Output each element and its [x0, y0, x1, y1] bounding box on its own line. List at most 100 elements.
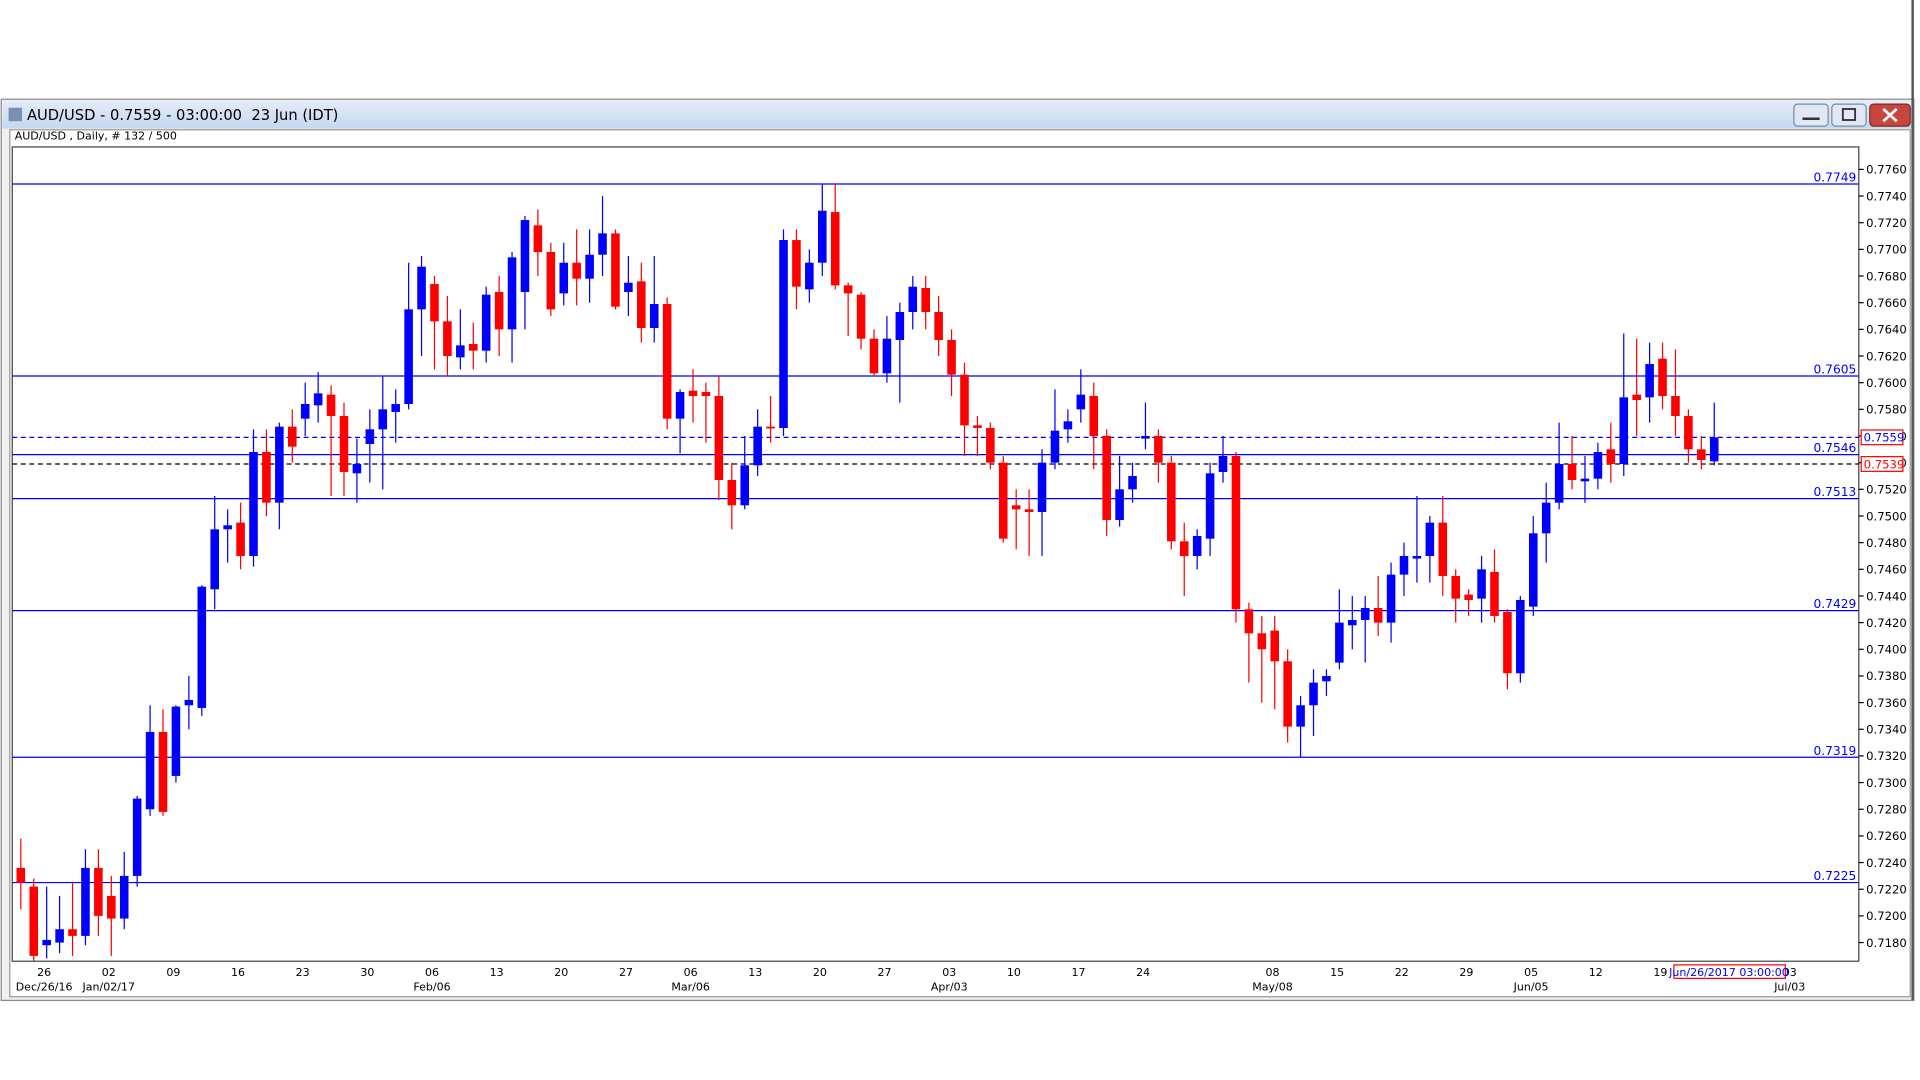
x-tick-label: 22 [1395, 966, 1409, 979]
candle-body [171, 706, 181, 776]
x-period-label: Jun/05 [1513, 981, 1549, 994]
x-tick-label: 06 [425, 966, 439, 979]
x-tick-label: 30 [360, 966, 374, 979]
price-label: 0.7559 [1864, 431, 1905, 445]
y-tick-label: 0.7280 [1866, 803, 1907, 817]
candle-body [1412, 555, 1422, 559]
candle-body [158, 731, 168, 812]
candle-body [145, 731, 155, 810]
candle-body [262, 451, 271, 503]
candle-body [1076, 394, 1086, 410]
y-tick-label: 0.7680 [1866, 269, 1907, 283]
candle-body [805, 262, 814, 290]
candle-body [546, 252, 556, 310]
x-tick-label: 10 [1007, 966, 1021, 979]
candle-body [1580, 478, 1590, 482]
candle-body [818, 210, 827, 263]
candle-body [1192, 535, 1202, 556]
y-tick-label: 0.7420 [1866, 616, 1907, 630]
candle-body [611, 233, 620, 307]
candle-body [430, 284, 439, 322]
y-tick-label: 0.7500 [1866, 509, 1907, 523]
x-tick-label: 03 [942, 966, 956, 979]
x-tick-label: 19 [1653, 966, 1667, 979]
candle-body [1063, 421, 1073, 430]
x-tick-label: 05 [1524, 966, 1538, 979]
candle-body [1011, 505, 1021, 510]
candle-body [1283, 661, 1292, 727]
x-tick-label: 02 [102, 966, 116, 979]
candle-body [184, 699, 194, 706]
candle-body [1386, 574, 1396, 623]
candle-body [1322, 675, 1331, 682]
y-tick-label: 0.7640 [1866, 323, 1907, 337]
candle-body [94, 867, 103, 916]
candle-body [404, 309, 413, 405]
candle-body [1128, 475, 1137, 490]
window-icon [8, 107, 23, 122]
window-title: AUD/USD - 0.7559 - 03:00:00 23 Jun (IDT) [27, 107, 338, 124]
candle-body [1658, 358, 1667, 397]
cursor-label: Jun/26/2017 03:00:00 [1668, 966, 1789, 979]
candle-body [456, 345, 465, 358]
candle-body [1335, 622, 1344, 663]
candle-body [675, 392, 685, 419]
candle-body [210, 529, 220, 590]
candle-body [973, 425, 982, 428]
candle-body [727, 479, 737, 506]
y-tick-label: 0.7760 [1866, 163, 1907, 177]
y-tick-label: 0.7220 [1866, 883, 1907, 897]
candle-body [1645, 364, 1654, 398]
y-tick-label: 0.7360 [1866, 696, 1907, 710]
candle-body [701, 392, 711, 397]
candle-body [378, 409, 388, 430]
x-period-label: Jan/02/17 [82, 981, 135, 994]
minimize-button[interactable] [1793, 103, 1829, 127]
candle-body [1373, 607, 1383, 623]
candle-body [236, 522, 245, 556]
candle-body [1451, 575, 1460, 599]
candle-body [1606, 449, 1616, 464]
candle-body [1024, 509, 1034, 512]
candle-body [637, 281, 646, 329]
candle-body [998, 462, 1008, 539]
candle-body [843, 285, 853, 294]
x-period-label: Jul/03 [1773, 981, 1805, 994]
candle-body [1102, 435, 1111, 520]
x-tick-label: 27 [878, 966, 892, 979]
candle-body [1050, 430, 1060, 463]
candle-body [598, 233, 607, 255]
candle-body [287, 426, 297, 447]
y-tick-label: 0.7300 [1866, 776, 1907, 790]
candle-body [1257, 633, 1267, 650]
candle-body [1438, 522, 1448, 576]
x-tick-label: 23 [296, 966, 310, 979]
y-tick-label: 0.7260 [1866, 829, 1907, 843]
x-tick-label: 13 [748, 966, 762, 979]
candle-body [16, 867, 26, 883]
candle-body [533, 225, 543, 253]
candle-body [649, 304, 659, 329]
level-label: 0.7319 [1814, 744, 1857, 758]
candle-body [624, 282, 633, 293]
chart-subtitle: AUD/USD , Daily, # 132 / 500 [15, 130, 177, 143]
candle-body [365, 429, 375, 444]
candle-body [1167, 462, 1176, 542]
candle-body [1464, 594, 1473, 600]
candle-body [559, 262, 569, 294]
y-tick-label: 0.7700 [1866, 243, 1907, 257]
candle-body [1425, 522, 1435, 556]
y-tick-label: 0.7200 [1866, 909, 1907, 923]
candle-body [1399, 555, 1409, 575]
candle-body [753, 426, 762, 466]
candle-body [1270, 630, 1280, 662]
y-tick-label: 0.7240 [1866, 856, 1907, 870]
restore-button[interactable] [1831, 103, 1867, 127]
title-bar [2, 100, 1913, 129]
candle-body [882, 338, 892, 374]
x-period-label: Feb/06 [413, 981, 450, 994]
candle-body [688, 390, 698, 397]
candle-body [1205, 473, 1215, 539]
candle-body [119, 875, 129, 919]
candle-body [223, 525, 232, 530]
